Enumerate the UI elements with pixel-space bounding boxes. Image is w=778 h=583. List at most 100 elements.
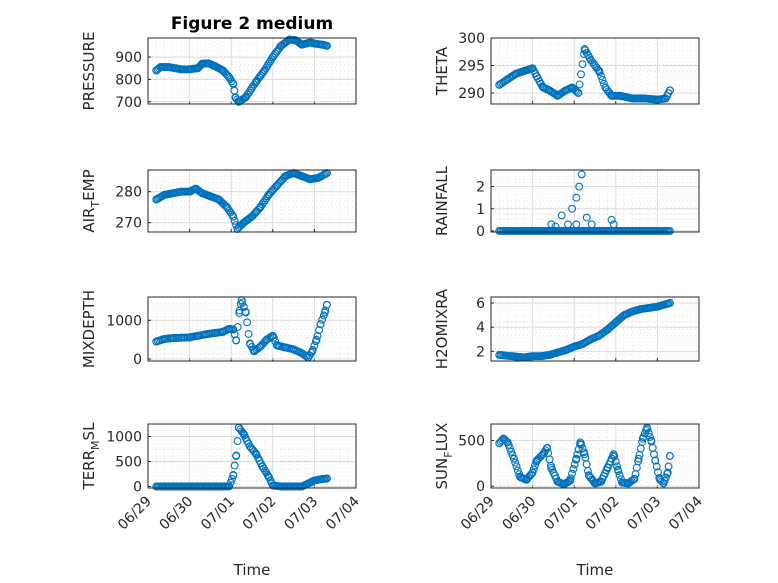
x-tick-label: 07/02	[583, 494, 623, 534]
y-tick-label: 290	[458, 86, 485, 102]
data-point	[281, 172, 290, 181]
y-tick-label: 500	[115, 455, 142, 471]
data-point	[261, 466, 269, 475]
data-point	[218, 66, 227, 75]
data-point	[239, 430, 248, 438]
data-point	[318, 475, 327, 483]
y-tick-label: 0	[133, 352, 142, 368]
subplot-h2omixra: 2 4 6 H2OMIXRA	[433, 288, 700, 369]
data-point	[528, 468, 537, 477]
data-point	[250, 347, 259, 356]
axes-frame	[147, 169, 357, 233]
y-axis-label: THETA	[433, 46, 451, 96]
data-point	[228, 475, 236, 483]
y-tick-label: 270	[115, 216, 142, 232]
data-point	[241, 93, 250, 102]
data-point	[243, 318, 252, 327]
data-point	[245, 442, 254, 451]
subplot-mixdepth: 0 1000 MIXDEPTH	[80, 290, 357, 368]
y-tick-label: 500	[458, 433, 485, 449]
data-point	[225, 482, 234, 491]
data-point	[259, 67, 268, 76]
data-point	[646, 433, 654, 441]
y-tick-label: 900	[115, 50, 142, 66]
data-point	[595, 67, 604, 75]
data-point	[645, 303, 654, 312]
data-point	[580, 450, 589, 459]
x-tick-label: 07/03	[624, 494, 664, 534]
data-point	[229, 325, 238, 334]
data-point	[535, 454, 543, 463]
data-point	[539, 83, 547, 92]
data-point	[232, 336, 241, 345]
data-point	[601, 83, 610, 92]
data-point	[611, 457, 620, 466]
data-point	[507, 447, 516, 456]
data-point	[561, 346, 570, 355]
data-point	[281, 343, 290, 352]
data-point	[246, 86, 255, 95]
data-point	[516, 473, 525, 481]
data-point	[586, 335, 595, 344]
subplot-pressure: 700 800 900 PRESSURE	[80, 32, 357, 111]
y-axis-label: AIRTEMP	[80, 169, 102, 232]
data-point	[233, 437, 242, 446]
data-point	[598, 75, 607, 84]
data-point	[185, 187, 194, 196]
data-point	[241, 308, 250, 317]
data-point	[547, 463, 556, 472]
data-point	[306, 38, 315, 47]
x-tick-label: 06/29	[458, 494, 498, 534]
data-point	[638, 438, 647, 447]
data-point	[665, 452, 674, 460]
y-axis-label: SUNFLUX	[433, 423, 455, 490]
data-point	[264, 190, 273, 199]
data-point	[322, 474, 331, 483]
data-point	[578, 340, 587, 349]
axes-frame	[490, 423, 700, 489]
data-point	[244, 330, 253, 338]
data-point	[262, 335, 271, 344]
data-point	[239, 218, 248, 227]
data-point	[164, 63, 173, 72]
data-point	[297, 172, 306, 181]
data-point	[268, 481, 277, 490]
data-point	[628, 94, 637, 103]
data-point	[193, 331, 202, 340]
data-point	[160, 190, 169, 199]
data-point	[665, 86, 674, 95]
data-point	[577, 170, 586, 179]
data-point	[572, 87, 581, 96]
data-point	[297, 40, 306, 49]
data-point	[322, 300, 331, 309]
y-tick-label: 2	[476, 344, 485, 360]
data-point	[512, 462, 521, 471]
axes-frame	[147, 37, 357, 105]
data-point	[584, 471, 593, 480]
data-point	[644, 429, 653, 437]
data-point	[229, 79, 238, 88]
data-point	[595, 331, 604, 340]
data-point	[545, 86, 554, 95]
data-point	[661, 94, 670, 103]
data-point	[513, 466, 522, 475]
data-point	[630, 474, 639, 483]
y-tick-label: 800	[115, 72, 142, 88]
data-point	[198, 189, 207, 198]
data-point	[597, 477, 606, 486]
data-series	[152, 35, 331, 106]
data-point	[507, 352, 516, 361]
data-point	[177, 65, 186, 74]
data-point	[313, 331, 322, 340]
data-point	[248, 212, 256, 221]
data-point	[575, 80, 584, 89]
data-point	[177, 482, 186, 491]
data-point	[318, 315, 327, 324]
data-point	[503, 75, 512, 84]
data-point	[509, 454, 518, 463]
data-point	[152, 337, 161, 346]
data-series	[152, 296, 331, 362]
data-point	[638, 434, 647, 443]
data-point	[572, 193, 581, 202]
x-tick-label: 07/01	[198, 494, 238, 534]
